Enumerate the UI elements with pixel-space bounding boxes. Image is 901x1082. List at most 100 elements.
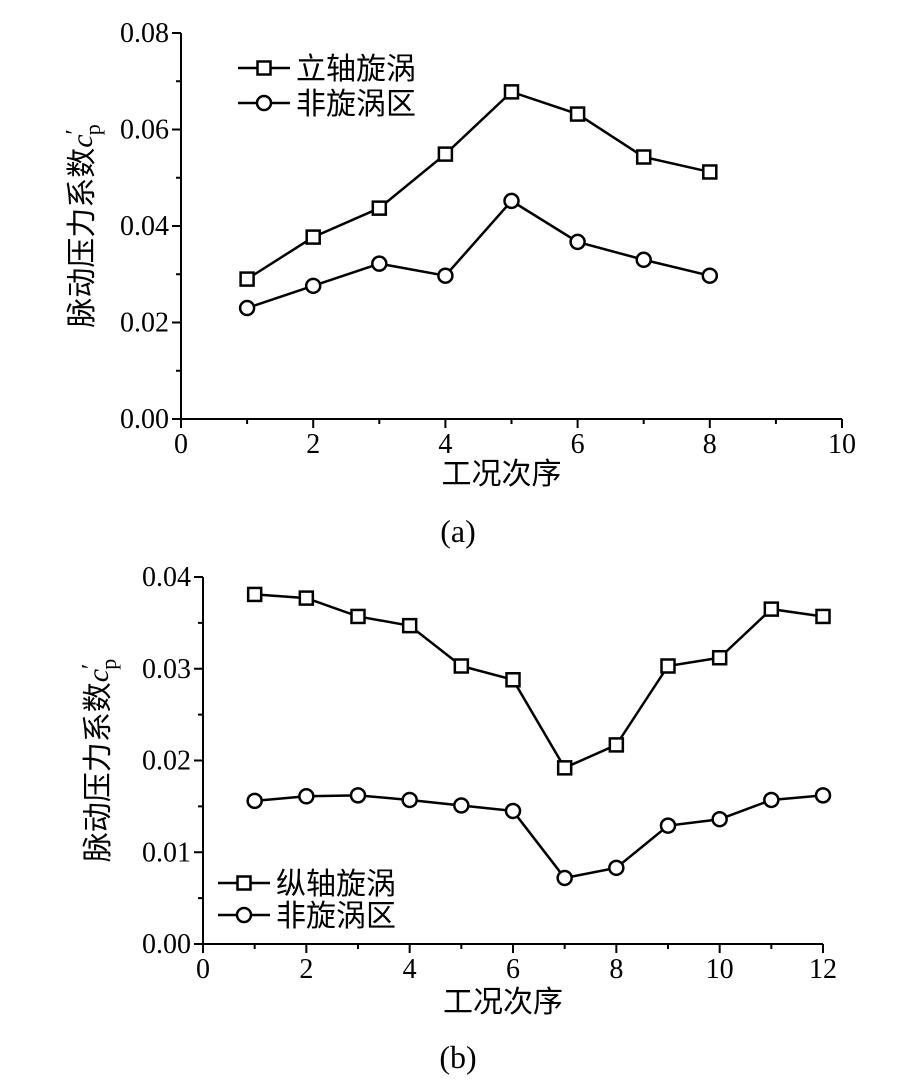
data-point-square [569,106,586,122]
series-line [246,90,711,281]
y-axis-label: 脉动压力系数c′p [62,124,105,328]
y-axis-label: 脉动压力系数c′p [78,659,121,863]
y-tick-label: 0.03 [142,654,191,685]
data-point-square [371,200,388,216]
series-square [239,84,718,287]
y-tick-label: 0.08 [120,18,169,49]
legend-square-icon [256,60,272,76]
data-point-circle [659,817,677,834]
x-tick-label: 10 [706,954,734,985]
data-point-circle [608,859,625,877]
x-tick-label: 2 [306,429,320,460]
data-point-circle [349,787,367,804]
x-tick-label: 8 [703,429,717,460]
y-axis-label-subscript: p [96,659,121,670]
data-point-square [815,608,831,625]
x-tick-label: 2 [299,954,313,985]
data-point-circle [371,255,388,272]
y-tick-label: 0.04 [120,211,169,242]
chart-caption: (b) [439,1039,476,1075]
legend-label: 非旋涡区 [276,900,396,933]
x-tick-label: 0 [174,429,188,460]
data-point-circle [246,792,263,810]
legend-item: 非旋涡区 [238,88,416,121]
data-point-circle [569,233,586,251]
series-line [246,199,711,310]
data-point-square [608,737,625,753]
legend-circle-icon [235,906,253,924]
data-point-square [763,601,780,617]
chart-caption: (a) [440,513,476,549]
y-axis-label-text: 脉动压力系数 [82,682,115,862]
data-point-square [239,271,255,287]
data-point-circle [814,787,832,804]
data-point-square [350,608,366,625]
y-tick-label: 0.01 [142,837,191,868]
chart-a: 0 2 4 6 8 10 0.00 0.02 0.04 0.06 0.08 工况次序 脉动压力系数c′p… [62,18,856,549]
y-axis-label-symbol: c [66,134,99,147]
data-point-square [305,229,321,245]
chart-b: 0 2 4 6 8 10 12 0.00 0.01 0.02 0.03 0.04 工况次序 脉动压力系数c… [78,562,837,1075]
data-point-square [453,658,470,674]
y-axis-label-subscript: p [80,124,105,135]
y-tick-label: 0.02 [120,308,169,339]
data-point-square [556,760,573,776]
data-point-square [505,672,521,688]
x-tick-label: 0 [196,954,210,985]
series-circle [246,787,832,887]
x-tick-label: 4 [403,954,417,985]
data-point-circle [701,267,719,284]
x-tick-label: 12 [809,954,837,985]
y-tick-label: 0.02 [142,746,191,777]
data-point-circle [504,802,522,820]
data-point-square [246,586,263,603]
legend-label: 立轴旋涡 [296,53,416,86]
data-point-square [660,658,676,674]
x-tick-label: 8 [609,954,623,985]
x-tick-label: 10 [828,429,856,460]
legend-label: 非旋涡区 [296,88,416,121]
data-point-circle [453,797,470,814]
data-point-circle [711,810,728,828]
legend-item: 立轴旋涡 [238,53,416,86]
y-tick-label: 0.00 [120,404,169,435]
legend-item: 非旋涡区 [218,900,396,933]
series-square [246,586,831,776]
data-point-square [711,649,728,666]
series-circle [238,192,719,317]
x-tick-label: 4 [438,429,452,460]
data-point-circle [401,791,418,809]
data-point-square [635,149,652,165]
data-point-square [702,164,718,180]
x-axis-label: 工况次序 [443,986,563,1019]
y-tick-label: 0.00 [142,929,191,960]
legend-label: 纵轴旋涡 [276,868,396,901]
x-tick-label: 6 [506,954,520,985]
x-axis-label: 工况次序 [442,458,562,491]
data-point-square [437,146,454,162]
y-axis-label-symbol: c [82,669,115,682]
y-axis-label-prime: ′ [62,129,88,134]
data-point-square [298,590,315,606]
data-point-circle [763,791,780,809]
data-point-square [503,84,520,100]
series-line [254,794,824,880]
x-tick-label: 6 [571,429,585,460]
data-point-circle [298,788,315,805]
y-axis-label-prime: ′ [78,664,104,669]
data-point-circle [238,299,256,317]
y-tick-label: 0.04 [142,562,191,593]
legend-square-icon [236,875,252,891]
data-point-circle [556,869,573,887]
data-point-square [401,617,418,634]
data-point-circle [304,277,322,295]
legend-item: 纵轴旋涡 [218,868,396,901]
series-line [254,593,824,770]
legend-circle-icon [255,94,273,112]
data-point-circle [503,192,520,210]
data-point-circle [635,251,652,269]
y-tick-label: 0.06 [120,115,169,146]
data-point-circle [437,267,454,284]
y-axis-label-text: 脉动压力系数 [66,148,99,328]
